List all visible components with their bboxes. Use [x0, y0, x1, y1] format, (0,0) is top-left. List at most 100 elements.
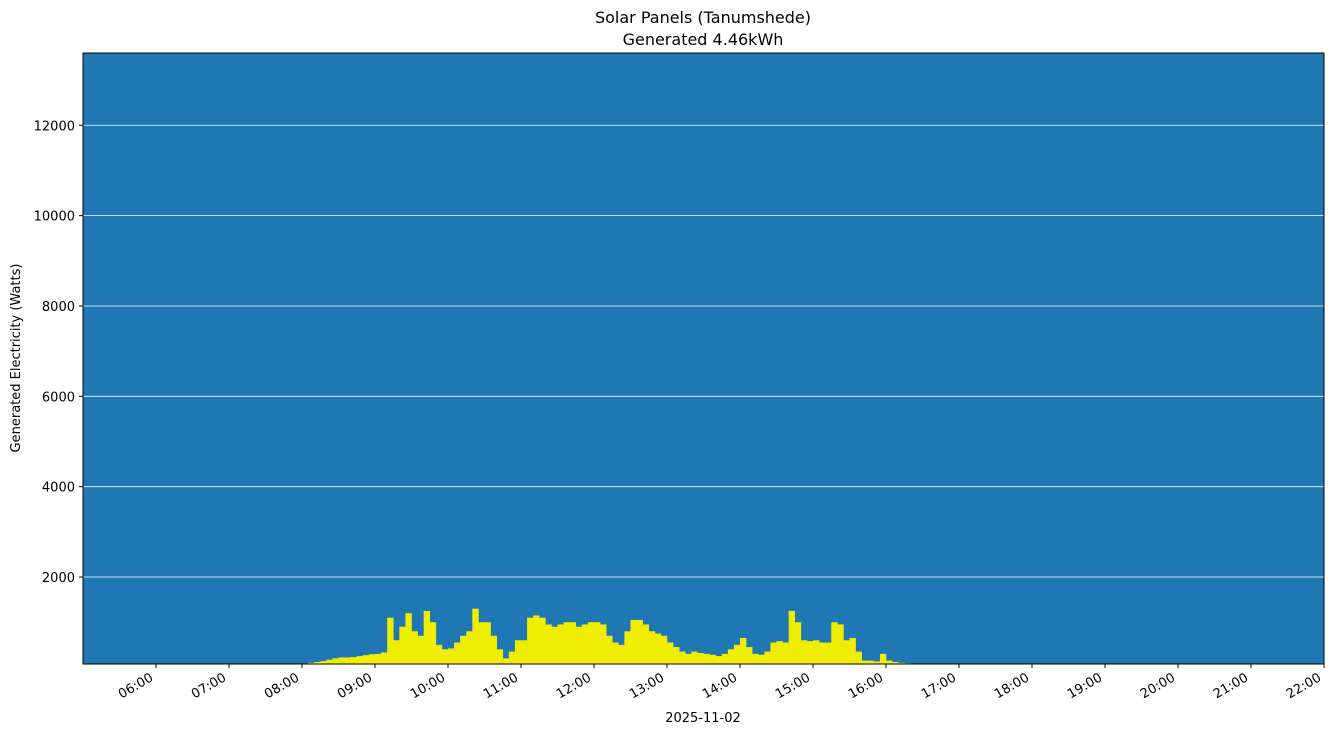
bar — [478, 622, 485, 664]
bar — [454, 642, 461, 664]
x-tick-label: 11:00 — [481, 670, 521, 702]
bar — [508, 651, 516, 664]
bar — [484, 622, 491, 664]
x-tick-label: 06:00 — [116, 670, 156, 702]
bar — [429, 622, 437, 664]
x-tick-label: 18:00 — [992, 670, 1032, 702]
bar — [460, 635, 467, 664]
bar — [502, 658, 510, 664]
bar — [879, 653, 887, 664]
bar — [849, 638, 856, 664]
bar — [892, 661, 899, 664]
bar — [368, 654, 376, 664]
x-tick-label: 13:00 — [627, 670, 667, 702]
bar — [575, 626, 583, 664]
x-tick-label: 12:00 — [554, 670, 594, 702]
bar — [435, 644, 443, 664]
bar — [873, 661, 881, 664]
bar — [545, 624, 552, 664]
x-tick-label: 07:00 — [189, 670, 229, 702]
y-tick-label: 4000 — [42, 481, 75, 496]
bar — [587, 622, 595, 664]
bar — [399, 626, 406, 664]
bar — [381, 652, 388, 664]
bar — [691, 651, 698, 664]
bar — [448, 648, 455, 664]
bar — [746, 647, 753, 664]
bar — [521, 640, 528, 664]
bar — [600, 624, 607, 664]
bar — [326, 659, 333, 664]
bar — [514, 640, 522, 664]
bar — [776, 641, 783, 664]
bar — [441, 649, 449, 664]
bar — [806, 641, 814, 664]
bar — [612, 642, 619, 664]
bar — [630, 619, 637, 664]
bar — [685, 653, 692, 664]
bar — [654, 633, 662, 664]
bar — [557, 624, 564, 664]
bar — [709, 654, 716, 664]
bar — [496, 649, 504, 664]
bar — [551, 626, 558, 664]
bar — [350, 656, 358, 664]
bar — [606, 635, 613, 664]
bar — [320, 661, 327, 664]
bar — [356, 656, 364, 664]
y-tick-label: 12000 — [34, 119, 75, 134]
x-tick-label: 20:00 — [1138, 670, 1178, 702]
bar — [727, 649, 735, 664]
x-axis-label: 2025-11-02 — [665, 711, 741, 726]
bar — [794, 622, 802, 664]
bar — [752, 653, 759, 664]
bar — [697, 652, 704, 664]
chart-subtitle: Generated 4.46kWh — [623, 30, 784, 49]
x-tick-label: 15:00 — [773, 670, 813, 702]
bar — [764, 651, 771, 664]
bar — [411, 631, 418, 664]
bar — [466, 631, 473, 664]
x-tick-label: 08:00 — [262, 670, 302, 702]
bar — [581, 624, 589, 664]
bar — [813, 640, 820, 664]
y-tick-label: 8000 — [42, 300, 75, 315]
bar — [490, 635, 497, 664]
bar — [843, 640, 850, 664]
bar — [837, 624, 844, 664]
bar — [533, 615, 540, 664]
bar — [660, 635, 668, 664]
bar — [405, 613, 412, 664]
bar — [733, 644, 741, 664]
bar — [423, 610, 431, 664]
bar — [825, 642, 832, 664]
bar — [569, 622, 577, 664]
bar — [362, 655, 370, 664]
x-tick-label: 09:00 — [335, 670, 375, 702]
y-tick-label: 2000 — [42, 571, 75, 586]
x-tick-label: 21:00 — [1211, 670, 1251, 702]
bar — [624, 631, 631, 664]
bar — [387, 617, 394, 664]
x-tick-label: 14:00 — [700, 670, 740, 702]
y-tick-label: 6000 — [42, 390, 75, 405]
bar — [594, 622, 601, 664]
bar — [861, 660, 869, 664]
bar — [308, 662, 315, 664]
bar — [800, 640, 808, 664]
bar — [782, 642, 789, 664]
chart-title: Solar Panels (Tanumshede) — [595, 8, 811, 27]
x-tick-label: 17:00 — [919, 670, 959, 702]
bar — [472, 608, 479, 664]
bar — [314, 661, 321, 664]
bar — [375, 653, 382, 664]
bar — [703, 653, 710, 664]
bar — [344, 657, 351, 664]
x-tick-label: 22:00 — [1284, 670, 1324, 702]
bar — [898, 662, 905, 664]
bar — [648, 631, 656, 664]
bars — [289, 608, 917, 664]
bar — [715, 656, 723, 664]
